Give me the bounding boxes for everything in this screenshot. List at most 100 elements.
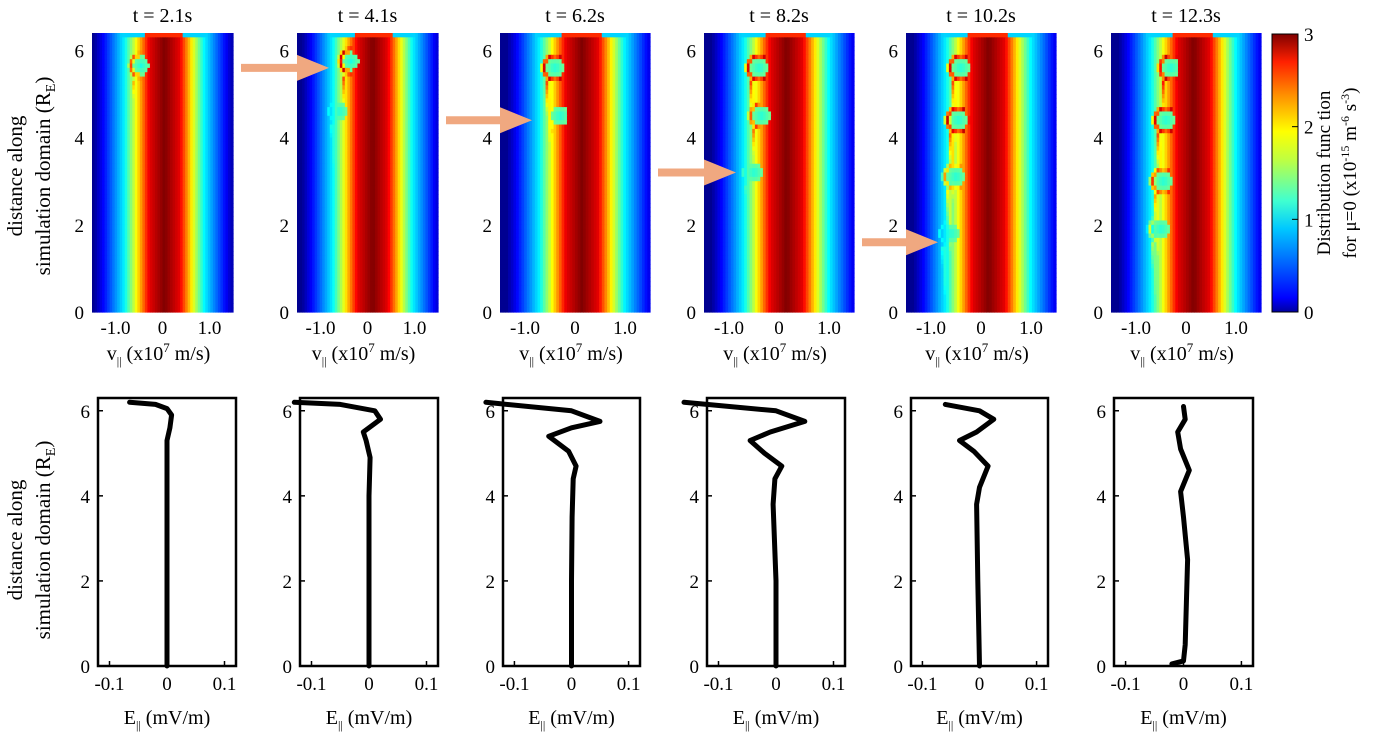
heatmap-cell — [435, 64, 438, 69]
heatmap-cell — [230, 77, 233, 82]
heatmap-cell — [230, 194, 233, 199]
heatmap-cell — [230, 203, 233, 208]
heatmap-cell — [230, 68, 233, 73]
heatmap-cell — [435, 77, 438, 82]
heatmap-cell — [230, 234, 233, 239]
heatmap-cell — [435, 85, 438, 90]
heatmap-cell — [230, 186, 233, 191]
heatmap-cell — [435, 55, 438, 60]
heatmap-cell — [230, 138, 233, 143]
heatmap-cell — [230, 212, 233, 217]
heatmap-cell — [230, 81, 233, 86]
heatmap-cell — [435, 72, 438, 77]
heatmap-cell — [230, 42, 233, 47]
heatmap-cell — [435, 94, 438, 99]
heatmap-cell — [230, 255, 233, 260]
heatmap-cell — [230, 151, 233, 156]
heatmap-cell — [230, 155, 233, 160]
bottom-ylabel: distance along — [3, 479, 27, 600]
top-ylabel: distance along — [3, 115, 27, 236]
heatmap-cell — [230, 181, 233, 186]
heatmap-cell — [435, 103, 438, 108]
heatmap-cell — [230, 242, 233, 247]
heatmap-cell — [230, 64, 233, 69]
heatmap-cell — [230, 207, 233, 212]
heatmap-xtick-label: -1.0 — [100, 318, 130, 339]
heatmap-cell — [230, 59, 233, 64]
bottom-ylabel-line2: simulation domain (RE) — [31, 441, 59, 640]
heatmap-cell — [435, 138, 438, 143]
heatmap-cell — [435, 125, 438, 130]
heatmap-ytick-label: 2 — [75, 216, 85, 237]
heatmap-cell — [230, 308, 233, 313]
heatmap-cell — [230, 164, 233, 169]
heatmap-cell — [230, 290, 233, 295]
heatmap-cell — [230, 72, 233, 77]
heatmap-cell — [230, 50, 233, 55]
heatmap-panel-1 — [297, 33, 439, 313]
panel-title-0: t = 2.1s — [133, 5, 193, 27]
heatmap-cell — [435, 50, 438, 55]
heatmap-cell — [230, 286, 233, 291]
heatmap-ytick-label: 4 — [75, 129, 85, 150]
heatmap-xtick-label: 1.0 — [198, 318, 222, 339]
heatmap-cell — [230, 125, 233, 130]
heatmap-cell — [230, 98, 233, 103]
heatmap-cell — [230, 168, 233, 173]
heatmap-cell — [230, 251, 233, 256]
heatmap-cell — [230, 85, 233, 90]
heatmap-cell — [435, 116, 438, 121]
heatmap-cell — [230, 281, 233, 286]
heatmap-cell — [230, 238, 233, 243]
heatmap-cell — [230, 129, 233, 134]
heatmap-cell — [230, 107, 233, 112]
heatmap-cell — [230, 216, 233, 221]
heatmap-cell — [230, 268, 233, 273]
heatmap-cell — [230, 133, 233, 138]
heatmap-cell — [230, 295, 233, 300]
heatmap-cell — [230, 247, 233, 252]
heatmap-cell — [435, 133, 438, 138]
heatmap-cell — [435, 46, 438, 51]
heatmap-cell — [230, 173, 233, 178]
heatmap-cell — [230, 303, 233, 308]
heatmap-cell — [230, 116, 233, 121]
heatmap-cell — [230, 190, 233, 195]
heatmap-cell — [230, 177, 233, 182]
heatmap-cell — [230, 55, 233, 60]
heatmap-cell — [230, 111, 233, 116]
heatmap-cell — [230, 199, 233, 204]
heatmap-cell — [230, 46, 233, 51]
heatmap-cell — [230, 225, 233, 230]
heatmap-cell — [230, 299, 233, 304]
heatmap-cell — [435, 68, 438, 73]
heatmap-cell — [435, 120, 438, 125]
heatmap-cell — [435, 37, 438, 42]
heatmap-cell — [230, 142, 233, 147]
heatmap-cell — [230, 33, 233, 38]
top-ylabel-line2: simulation domain (RE) — [31, 77, 59, 276]
heatmap-cell — [435, 90, 438, 95]
heatmap-cell — [435, 42, 438, 47]
heatmap-xlabel: v|| (x107 m/s) — [107, 340, 211, 368]
heatmap-panel-0 — [92, 33, 234, 313]
heatmap-xtick-label: 0 — [158, 318, 168, 339]
heatmap-cell — [230, 229, 233, 234]
heatmap-cell — [230, 220, 233, 225]
heatmap-cell — [230, 94, 233, 99]
heatmap-cell — [435, 81, 438, 86]
heatmap-cell — [230, 146, 233, 151]
heatmap-cell — [230, 264, 233, 269]
heatmap-ytick-label: 6 — [75, 41, 85, 62]
heatmap-ytick-label: 0 — [75, 303, 85, 324]
heatmap-cell — [230, 90, 233, 95]
heatmap-cell — [435, 107, 438, 112]
heatmap-cell — [230, 103, 233, 108]
heatmap-cell — [230, 120, 233, 125]
heatmap-cell — [230, 37, 233, 42]
heatmap-cell — [230, 260, 233, 265]
heatmap-cell — [230, 159, 233, 164]
heatmap-cell — [435, 59, 438, 64]
heatmap-cell — [435, 98, 438, 103]
